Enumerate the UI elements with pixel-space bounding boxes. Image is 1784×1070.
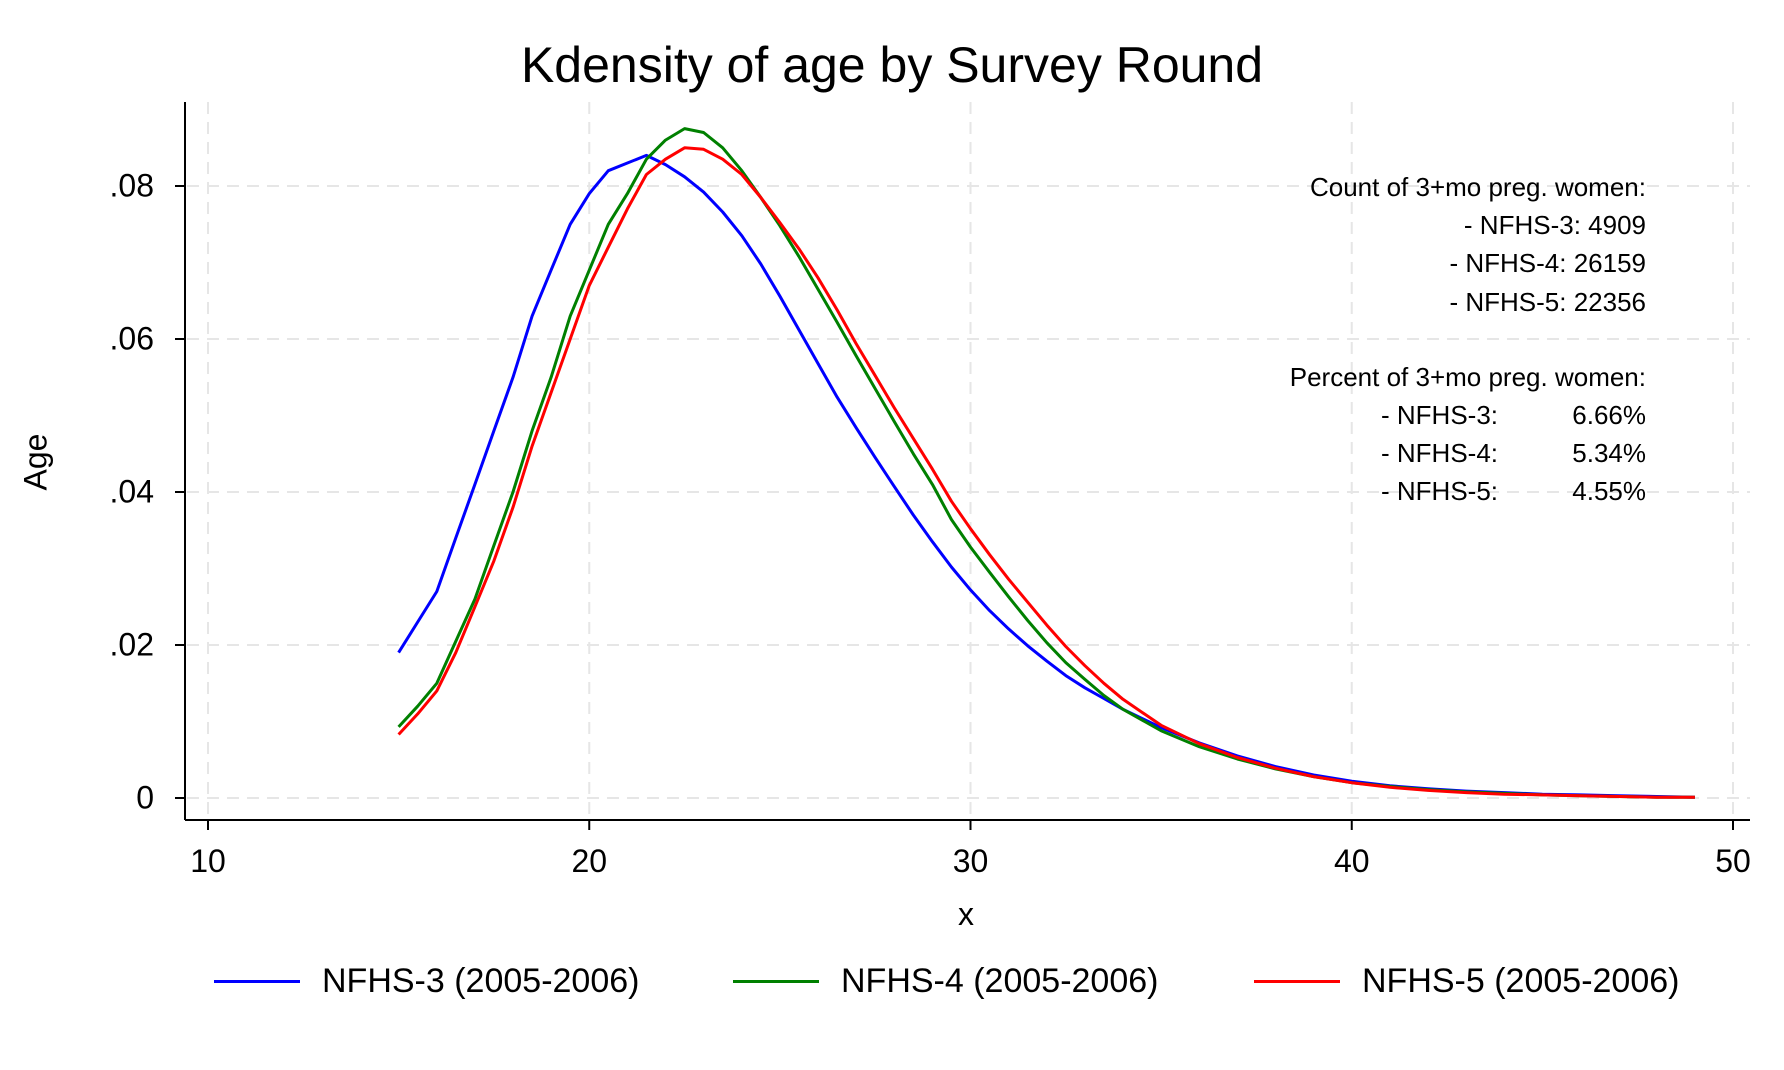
x-tick-label: 40: [1333, 843, 1370, 879]
percent-name-nfhs5: - NFHS-5:: [1381, 476, 1498, 506]
x-tick-label: 20: [571, 843, 608, 879]
series-lines: [397, 127, 1695, 799]
legend: NFHS-3 (2005-2006) NFHS-4 (2005-2006) NF…: [0, 962, 1784, 1022]
percent-value-nfhs3: 6.66%: [1572, 400, 1646, 430]
y-tick-label: .02: [109, 626, 154, 663]
y-tick-label: .08: [109, 167, 154, 204]
series-line-5: [397, 146, 1695, 799]
legend-item-nfhs4: NFHS-4 (2005-2006): [733, 962, 1158, 1001]
x-axis-label: x: [958, 896, 974, 932]
legend-label-nfhs4: NFHS-4 (2005-2006): [841, 962, 1159, 1000]
percent-name-nfhs4: - NFHS-4:: [1381, 438, 1498, 468]
y-tick-label: .06: [109, 320, 154, 357]
y-axis-label: Age: [17, 433, 54, 491]
x-tick-label: 10: [190, 843, 226, 879]
x-tick-label: 50: [1715, 843, 1751, 879]
count-line-nfhs4: - NFHS-4: 26159: [1449, 248, 1646, 278]
x-tick-label: 30: [952, 843, 989, 879]
count-line-nfhs5: - NFHS-5: 22356: [1449, 287, 1646, 317]
percent-value-nfhs4: 5.34%: [1572, 438, 1646, 468]
percent-name-nfhs3: - NFHS-3:: [1381, 400, 1498, 430]
count-header: Count of 3+mo preg. women:: [1309, 172, 1646, 202]
legend-label-nfhs5: NFHS-5 (2005-2006): [1362, 962, 1680, 1000]
legend-swatch-nfhs3: [214, 980, 300, 983]
percent-value-nfhs5: 4.55%: [1572, 476, 1646, 506]
legend-item-nfhs3: NFHS-3 (2005-2006): [214, 962, 639, 1001]
legend-swatch-nfhs5: [1254, 980, 1340, 983]
y-tick-label: .04: [109, 473, 154, 510]
legend-item-nfhs5: NFHS-5 (2005-2006): [1254, 962, 1679, 1001]
y-tick-label: 0: [136, 779, 154, 816]
grid-lines: [187, 102, 1750, 818]
chart-title: Kdensity of age by Survey Round: [520, 37, 1264, 93]
count-line-nfhs3: - NFHS-3: 4909: [1463, 210, 1646, 240]
percent-header: Percent of 3+mo preg. women:: [1289, 362, 1646, 392]
legend-swatch-nfhs4: [733, 980, 819, 983]
axes: [175, 102, 1750, 830]
legend-label-nfhs3: NFHS-3 (2005-2006): [322, 962, 640, 1000]
